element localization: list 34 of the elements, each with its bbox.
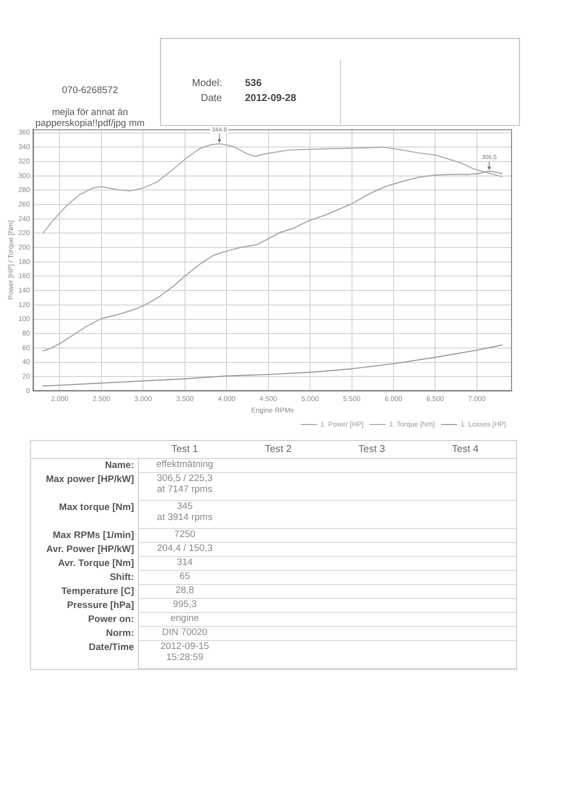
text: Avr. Power [HP/kW]	[45, 544, 134, 555]
text: Max torque [Nm]	[58, 502, 134, 513]
text: 995,3	[172, 599, 198, 610]
text: 7250	[173, 529, 196, 540]
text: Temperature [C]	[60, 586, 134, 597]
text: Power on:	[87, 614, 134, 625]
text: 28,8	[174, 585, 195, 596]
text: Norm:	[105, 628, 134, 639]
text: DIN 70020	[161, 627, 208, 638]
text: effektmätning	[155, 459, 214, 470]
text: engine	[169, 613, 200, 624]
text: Date/Time	[88, 642, 134, 653]
text: Avr. Torque [Nm]	[56, 558, 134, 569]
text: Test 2	[264, 444, 293, 455]
text: Shift:	[108, 572, 134, 583]
text: 314	[176, 557, 194, 568]
text: Test 4	[450, 444, 480, 455]
text: Max power [HP/kW]	[44, 474, 134, 485]
text: 536	[245, 78, 262, 89]
text: Max RPMs [1/min]	[52, 530, 134, 541]
text: 306,5 / 225,3 at 7147 rpms	[156, 473, 214, 495]
text: Pressure [hPa]	[66, 600, 134, 611]
text: 2012-09-28	[245, 93, 296, 104]
text: 070-6268572	[61, 85, 119, 96]
text: 65	[178, 571, 192, 582]
text: Date	[200, 93, 222, 104]
text: 2012-09-15 15:28:59	[159, 641, 210, 663]
text: Name:	[104, 460, 134, 471]
text: 204,4 / 150,3	[156, 543, 214, 554]
text: 345 at 3914 rpms	[156, 501, 214, 523]
text: Test 3	[357, 444, 386, 455]
text: Model:	[190, 78, 222, 89]
text: Test 1	[170, 444, 200, 455]
text: mejla för annat än papperskopia!!pdf/jpg mm	[34, 107, 146, 129]
